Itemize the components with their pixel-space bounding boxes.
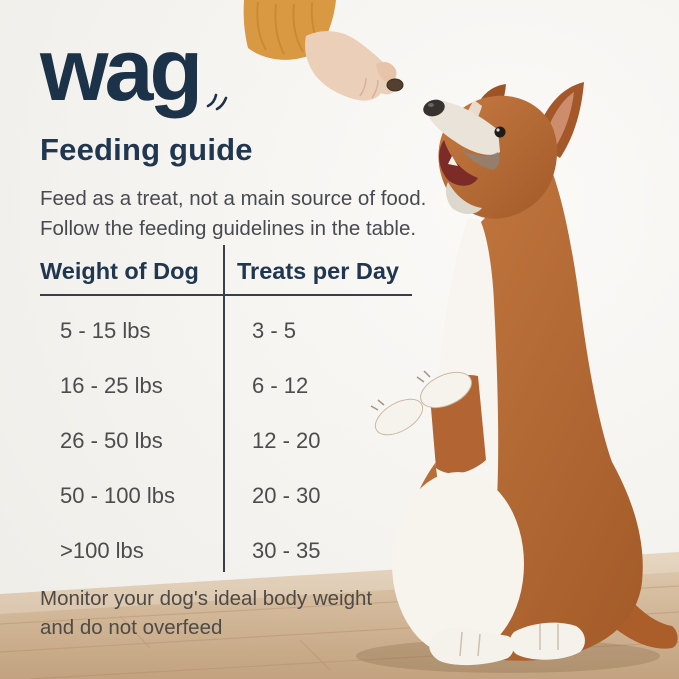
footer-note: Monitor your dog's ideal body weight and…: [40, 584, 372, 642]
feeding-table: Weight of Dog Treats per Day 5 - 15 lbs …: [40, 245, 412, 578]
column-header-treats: Treats per Day: [237, 257, 399, 284]
weight-cell: 50 - 100 lbs: [60, 482, 175, 508]
dog-belly: [392, 472, 524, 656]
dog-front-paws: [374, 371, 472, 436]
dog-paw-nails: [370, 370, 431, 411]
treats-cell: 12 - 20: [252, 427, 321, 453]
dog-eye-glint: [496, 128, 500, 132]
weight-cell: >100 lbs: [60, 537, 144, 563]
dog-nose-highlight: [428, 103, 434, 107]
dog-chin: [445, 182, 482, 214]
column-divider: [223, 245, 225, 572]
treat: [386, 78, 404, 92]
treats-cell: 3 - 5: [252, 317, 297, 343]
weight-cell: 5 - 15 lbs: [60, 317, 151, 343]
dog-muzzle-grizzle: [462, 150, 500, 170]
page-title: Feeding guide: [40, 132, 253, 167]
finger-creases: [359, 77, 379, 99]
dog-muzzle: [427, 100, 500, 155]
treats-cell: 30 - 35: [252, 537, 321, 563]
brand-logo: wag: [40, 20, 203, 119]
weight-cell: 16 - 25 lbs: [60, 372, 163, 398]
hand-with-treat: [243, 0, 404, 101]
dog-eye: [494, 126, 506, 138]
treats-cell: 6 - 12: [252, 372, 309, 398]
intro-line-2: Follow the feeding guidelines in the tab…: [40, 217, 417, 240]
table-row: 5 - 15 lbs 3 - 5: [40, 303, 412, 358]
treats-cell: 20 - 30: [252, 482, 321, 508]
dog-photo: [370, 82, 678, 666]
footer-line-1: Monitor your dog's ideal body weight: [40, 587, 373, 610]
dog-open-mouth: [439, 140, 478, 186]
dog-tooth: [448, 156, 458, 166]
hand: [305, 31, 397, 101]
weight-cell: 26 - 50 lbs: [60, 427, 163, 453]
intro-text: Feed as a treat, not a main source of fo…: [40, 184, 426, 244]
logo-tail-flick-icon: [206, 93, 228, 111]
table-header-row: Weight of Dog Treats per Day: [40, 248, 412, 296]
table-row: 50 - 100 lbs 20 - 30: [40, 468, 412, 523]
thumb: [376, 62, 397, 82]
table-body: 5 - 15 lbs 3 - 5 16 - 25 lbs 6 - 12 26 -…: [40, 296, 412, 578]
footer-line-2: and do not overfeed: [40, 616, 223, 639]
table-row: 26 - 50 lbs 12 - 20: [40, 413, 412, 468]
column-header-weight: Weight of Dog: [40, 257, 199, 284]
dog-hind-feet: [429, 622, 585, 666]
intro-line-1: Feed as a treat, not a main source of fo…: [40, 187, 427, 210]
table-row: >100 lbs 30 - 35: [40, 523, 412, 578]
dog-head: [423, 82, 584, 219]
table-row: 16 - 25 lbs 6 - 12: [40, 358, 412, 413]
